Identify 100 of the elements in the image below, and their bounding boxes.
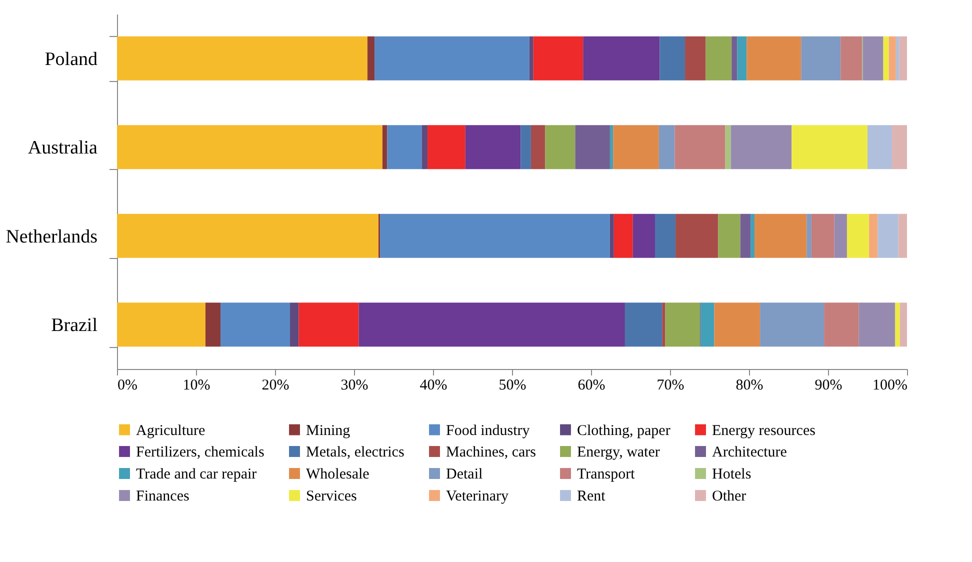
bar xyxy=(895,302,900,347)
bar xyxy=(869,214,878,258)
bar xyxy=(117,214,378,258)
bar xyxy=(624,302,662,347)
bar xyxy=(896,36,900,80)
legend-label: Finances xyxy=(136,488,190,504)
legend-label: Fertilizers, chemicals xyxy=(136,444,264,460)
bar xyxy=(290,302,299,347)
x-tick-label: 90% xyxy=(814,378,842,394)
bar xyxy=(520,125,531,170)
bar xyxy=(824,302,859,347)
bar xyxy=(740,214,751,258)
x-tick-label: 20% xyxy=(262,378,290,394)
bar xyxy=(801,36,841,80)
bar xyxy=(658,125,675,170)
bar xyxy=(760,302,824,347)
legend-label: Energy, water xyxy=(577,444,660,460)
bar xyxy=(892,125,907,170)
bar xyxy=(610,214,614,258)
bar xyxy=(380,214,610,258)
y-tick-label: Australia xyxy=(28,138,98,159)
bar xyxy=(685,36,706,80)
bar xyxy=(834,214,847,258)
bar xyxy=(883,36,889,80)
bar xyxy=(700,302,714,347)
legend-label: Services xyxy=(306,488,357,504)
bar xyxy=(358,302,625,347)
bar xyxy=(811,214,834,258)
bar xyxy=(529,36,534,80)
bar xyxy=(806,214,812,258)
bar xyxy=(840,36,862,80)
bar xyxy=(888,36,896,80)
bar xyxy=(382,125,388,170)
bar xyxy=(654,214,676,258)
legend-label: Veterinary xyxy=(446,488,509,504)
bar xyxy=(714,302,760,347)
legend-label: Hotels xyxy=(712,466,752,482)
bar xyxy=(725,125,731,170)
bar xyxy=(862,36,884,80)
bar xyxy=(706,36,732,80)
bar xyxy=(583,36,660,80)
bar xyxy=(117,36,368,80)
bar xyxy=(530,125,546,170)
bar xyxy=(575,125,610,170)
bar xyxy=(730,125,792,170)
legend-label: Trade and car repair xyxy=(136,466,257,482)
legend-label: Other xyxy=(712,488,746,504)
bar xyxy=(792,125,868,170)
x-tick-label: 40% xyxy=(420,378,448,394)
bar xyxy=(632,214,655,258)
legend-label: Detail xyxy=(446,466,483,482)
bar xyxy=(117,302,206,347)
y-tick-label: Poland xyxy=(44,48,98,70)
legend-label: Wholesale xyxy=(306,466,370,482)
bar xyxy=(665,302,700,347)
legend-label: Machines, cars xyxy=(446,444,536,460)
bar xyxy=(533,36,584,80)
bar xyxy=(746,36,802,80)
bar xyxy=(367,36,375,80)
bar xyxy=(614,214,633,258)
x-tick-label: 60% xyxy=(578,378,606,394)
legend-label: Energy resources xyxy=(712,422,816,439)
bar xyxy=(613,125,659,170)
legend-label: Mining xyxy=(306,422,351,439)
bar xyxy=(737,36,747,80)
y-tick-label: Netherlands xyxy=(6,226,98,248)
legend-label: Rent xyxy=(577,488,606,504)
bar xyxy=(718,214,740,258)
bar xyxy=(660,36,686,80)
x-tick-label: 70% xyxy=(656,378,684,394)
bar xyxy=(899,36,907,80)
bar xyxy=(676,214,718,258)
x-tick-label: 80% xyxy=(736,378,764,394)
bar xyxy=(846,214,870,258)
bar xyxy=(732,36,738,80)
bar xyxy=(610,125,614,170)
legend-label: Food industry xyxy=(446,422,530,439)
bar xyxy=(298,302,359,347)
bar xyxy=(662,302,666,347)
bar xyxy=(205,302,220,347)
bar xyxy=(868,125,892,170)
legend-label: Architecture xyxy=(712,444,788,460)
bar xyxy=(427,125,466,170)
legend-label: Clothing, paper xyxy=(577,422,670,439)
bar xyxy=(898,214,907,258)
x-tick-label: 50% xyxy=(498,378,526,394)
x-tick-label: 30% xyxy=(340,378,368,394)
x-tick-label: 0% xyxy=(118,378,138,394)
legend-label: Agriculture xyxy=(136,422,206,439)
x-tick-label: 10% xyxy=(182,378,210,394)
bar xyxy=(674,125,726,170)
legend-label: Metals, electrics xyxy=(306,444,404,460)
bar xyxy=(387,125,422,170)
bar xyxy=(878,214,898,258)
bar xyxy=(750,214,755,258)
bar xyxy=(220,302,290,347)
bar xyxy=(858,302,896,347)
bar xyxy=(900,302,907,347)
bar xyxy=(374,36,530,80)
bar xyxy=(422,125,428,170)
